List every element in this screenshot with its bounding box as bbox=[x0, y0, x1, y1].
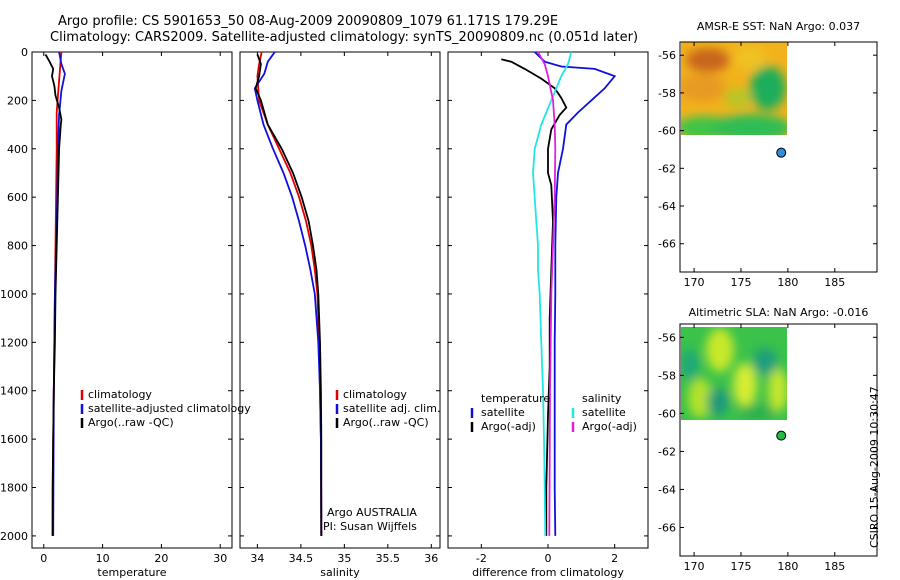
plot-frame-3 bbox=[447, 51, 649, 549]
chart-title-line1: Argo profile: CS 5901653_50 08-Aug-2009 … bbox=[58, 14, 559, 29]
y-tick-label: 1800 bbox=[0, 482, 28, 495]
x-tick-label: 34.5 bbox=[289, 552, 314, 565]
map-y-tick-label: -64 bbox=[658, 200, 676, 213]
y-tick-label: 800 bbox=[7, 240, 28, 253]
map-x-tick-label: 185 bbox=[824, 560, 845, 573]
x-tick-label: 34 bbox=[250, 552, 264, 565]
x-tick-label: 2 bbox=[611, 552, 618, 565]
legend-entry: climatology bbox=[343, 388, 407, 401]
timestamp-stamp: CSIRO 15-Aug-2009 10:30:47 bbox=[868, 386, 881, 548]
map-x-tick-label: 175 bbox=[730, 560, 751, 573]
legend-entry: satellite adj. clim. bbox=[343, 402, 440, 415]
annotation-line: Argo AUSTRALIA bbox=[327, 506, 417, 519]
map-y-tick-label: -58 bbox=[658, 369, 676, 382]
map-y-tick-label: -60 bbox=[658, 407, 676, 420]
legend-entry: satellite bbox=[481, 406, 525, 419]
legend-header: salinity bbox=[582, 392, 622, 405]
x-tick-label: 36 bbox=[424, 552, 438, 565]
y-tick-label: 2000 bbox=[0, 530, 28, 543]
map-x-tick-label: 170 bbox=[684, 276, 705, 289]
x-tick-label: 20 bbox=[154, 552, 168, 565]
x-tick-label: 35 bbox=[337, 552, 351, 565]
legend-entry: Argo(-adj) bbox=[481, 420, 536, 433]
plot-frame-1 bbox=[31, 51, 233, 549]
sst-map-title: AMSR-E SST: NaN Argo: 0.037 bbox=[697, 20, 860, 33]
sst-heatmap bbox=[681, 42, 787, 135]
y-tick-label: 400 bbox=[7, 143, 28, 156]
legend-header: temperature bbox=[481, 392, 550, 405]
map-y-tick-label: -62 bbox=[658, 162, 676, 175]
legend-entry: Argo(..raw -QC) bbox=[343, 416, 429, 429]
map-y-tick-label: -56 bbox=[658, 331, 676, 344]
x-tick-label: 10 bbox=[96, 552, 110, 565]
y-tick-label: 0 bbox=[21, 46, 28, 59]
map-x-tick-label: 175 bbox=[730, 276, 751, 289]
x-axis-label: salinity bbox=[320, 566, 360, 579]
chart-title-line2: Climatology: CARS2009. Satellite-adjuste… bbox=[50, 30, 639, 45]
x-tick-label: 0 bbox=[545, 552, 552, 565]
map-y-tick-label: -56 bbox=[658, 49, 676, 62]
y-tick-label: 600 bbox=[7, 191, 28, 204]
legend-entry: climatology bbox=[88, 388, 152, 401]
x-tick-label: -2 bbox=[476, 552, 487, 565]
series-line bbox=[501, 58, 568, 536]
map-x-tick-label: 180 bbox=[777, 276, 798, 289]
argo-position-marker bbox=[776, 430, 787, 441]
map-x-tick-label: 180 bbox=[777, 560, 798, 573]
map-y-tick-label: -60 bbox=[658, 125, 676, 138]
map-frame bbox=[679, 41, 878, 273]
y-tick-label: 200 bbox=[7, 94, 28, 107]
series-line bbox=[253, 51, 323, 536]
series-line bbox=[44, 53, 63, 536]
map-y-tick-label: -64 bbox=[658, 483, 676, 496]
plot-frame-2 bbox=[239, 51, 441, 549]
y-tick-label: 1200 bbox=[0, 336, 28, 349]
series-line bbox=[534, 51, 617, 536]
series-line bbox=[254, 54, 323, 536]
map-frame bbox=[679, 323, 878, 557]
argo-position-marker bbox=[776, 147, 787, 158]
legend-entry: Argo(..raw -QC) bbox=[88, 416, 174, 429]
map-x-tick-label: 185 bbox=[824, 276, 845, 289]
map-y-tick-label: -66 bbox=[658, 238, 676, 251]
x-tick-label: 30 bbox=[213, 552, 227, 565]
x-axis-label: difference from climatology bbox=[472, 566, 624, 579]
annotation-line: PI: Susan Wijffels bbox=[323, 520, 417, 533]
y-tick-label: 1000 bbox=[0, 288, 28, 301]
map-x-tick-label: 170 bbox=[684, 560, 705, 573]
x-tick-label: 0 bbox=[40, 552, 47, 565]
x-tick-label: 35.5 bbox=[376, 552, 401, 565]
y-tick-label: 1400 bbox=[0, 385, 28, 398]
x-axis-label: temperature bbox=[97, 566, 166, 579]
map-y-tick-label: -62 bbox=[658, 445, 676, 458]
legend-entry: satellite bbox=[582, 406, 626, 419]
sla-heatmap bbox=[681, 327, 787, 420]
legend-entry: satellite-adjusted climatology bbox=[88, 402, 251, 415]
sla-map-title: Altimetric SLA: NaN Argo: -0.016 bbox=[689, 306, 869, 319]
y-tick-label: 1600 bbox=[0, 433, 28, 446]
map-y-tick-label: -58 bbox=[658, 87, 676, 100]
map-y-tick-label: -66 bbox=[658, 521, 676, 534]
legend-entry: Argo(-adj) bbox=[582, 420, 637, 433]
series-line bbox=[537, 51, 557, 536]
series-line bbox=[532, 51, 573, 536]
